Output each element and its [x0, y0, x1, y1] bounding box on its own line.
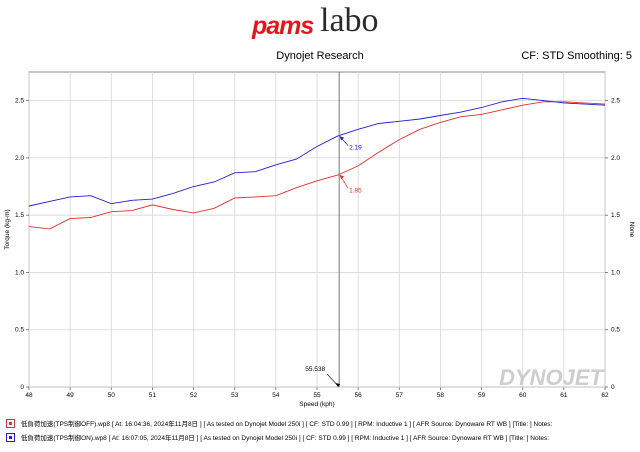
x-tick-label: 49: [67, 392, 75, 399]
x-tick-label: 61: [560, 392, 568, 399]
chart-header-title: Dynojet Research: [276, 50, 364, 62]
logo-text-labo: labo: [320, 2, 379, 39]
y-tick-label: 2.5: [15, 98, 24, 105]
x-tick-label: 59: [478, 392, 486, 399]
legend-swatch-blue-icon: [6, 432, 15, 442]
x-tick-label: 53: [231, 392, 239, 399]
logo-text-pams: pams: [252, 12, 314, 40]
cursor-x-arrow-icon: [335, 383, 341, 387]
y2-tick-label: 1.5: [611, 212, 620, 219]
pamslabo-logo: pams labo: [240, 0, 400, 44]
x-tick-label: 56: [355, 392, 363, 399]
y2-tick-label: 0: [611, 384, 615, 391]
legend-row-run-2[interactable]: 低負荷加速(TPS制御ON).wp8 [ At: 16:07:05, 2024年…: [6, 432, 549, 444]
x-tick-label: 50: [108, 392, 116, 399]
y-tick-label: 0.5: [15, 327, 24, 334]
x-tick-label: 58: [437, 392, 445, 399]
cursor-value-arrow-icon: [339, 136, 345, 141]
legend-row-run-1[interactable]: 低負荷加速(TPS制御OFF).wp8 [ At: 16:04:36, 2024…: [6, 418, 552, 430]
x-tick-label: 57: [396, 392, 404, 399]
cursor-value-label: 2.19: [349, 145, 362, 152]
y-tick-label: 1.0: [15, 269, 24, 276]
y2-tick-label: 0.5: [611, 327, 620, 334]
legend-text-run-1: 低負荷加速(TPS制御OFF).wp8 [ At: 16:04:36, 2024…: [20, 421, 553, 428]
y2-tick-label: 1.0: [611, 269, 620, 276]
chart-header-settings: CF: STD Smoothing: 5: [521, 50, 632, 62]
dynojet-watermark: DYNOJET: [499, 365, 604, 390]
y-tick-label: 0: [20, 384, 24, 391]
cursor-x-value: 55.538: [305, 366, 325, 373]
cursor-value-label: 1.85: [349, 187, 362, 194]
y-axis-label: Torque (kg-m): [4, 209, 11, 249]
y2-tick-label: 2.0: [611, 155, 620, 162]
x-axis-label: Speed (kph): [299, 401, 334, 408]
cursor-value-arrow-icon: [339, 174, 345, 180]
x-tick-label: 55: [313, 392, 321, 399]
series-line-2: [28, 97, 606, 207]
y2-tick-label: 2.5: [611, 98, 620, 105]
x-tick-label: 51: [149, 392, 157, 399]
y2-axis-label: None: [628, 222, 635, 238]
series-line-1: [28, 101, 606, 230]
x-tick-label: 54: [272, 392, 280, 399]
legend-text-run-2: 低負荷加速(TPS制御ON).wp8 [ At: 16:07:05, 2024年…: [20, 435, 550, 442]
x-tick-label: 62: [601, 392, 609, 399]
y-tick-label: 1.5: [15, 212, 24, 219]
x-tick-label: 60: [519, 392, 527, 399]
legend-swatch-red-icon: [6, 418, 15, 428]
y-tick-label: 2.0: [15, 155, 24, 162]
x-tick-label: 52: [190, 392, 198, 399]
x-tick-label: 48: [25, 392, 33, 399]
